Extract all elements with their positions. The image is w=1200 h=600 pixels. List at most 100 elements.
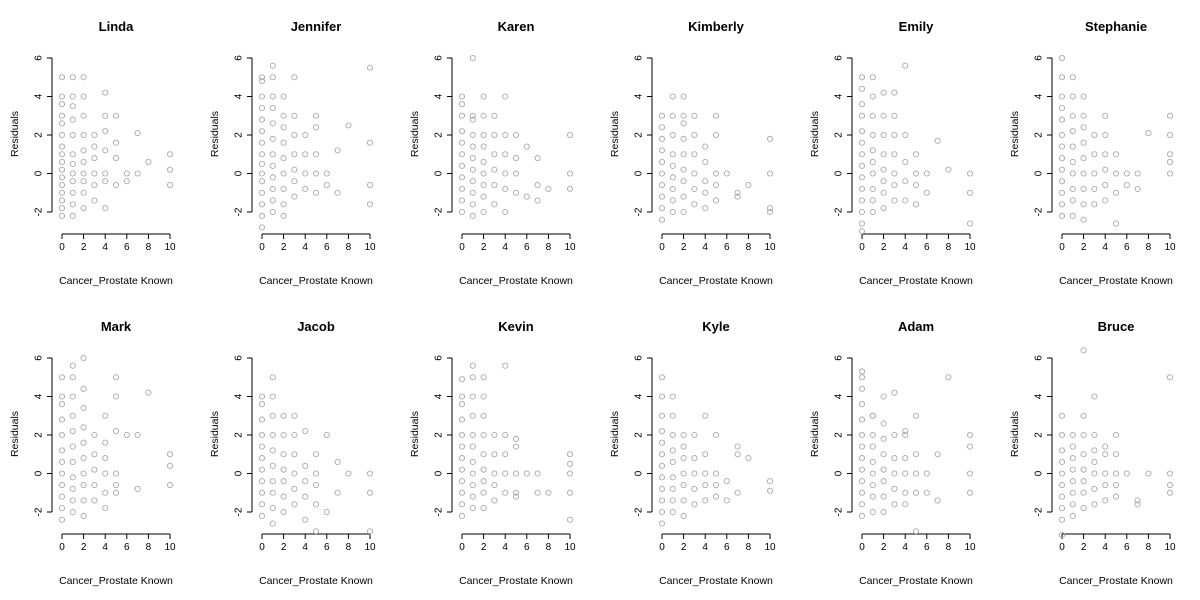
data-point (1166, 131, 1174, 139)
data-point (966, 431, 974, 439)
x-tick-label: 0 (659, 542, 665, 553)
data-point (280, 478, 287, 485)
data-point (858, 478, 866, 485)
data-point (1058, 493, 1066, 500)
data-point (858, 85, 866, 92)
data-point (166, 181, 174, 189)
data-point (669, 412, 676, 419)
x-tick-label: 6 (1124, 542, 1130, 553)
data-point (880, 151, 887, 158)
data-point (291, 451, 298, 458)
data-point (58, 505, 66, 512)
data-point (458, 416, 466, 423)
data-point (280, 508, 287, 516)
data-point (302, 516, 309, 523)
data-point (669, 112, 676, 119)
data-point (80, 455, 87, 462)
data-point (1058, 105, 1066, 112)
data-point (1123, 470, 1130, 477)
data-point (1080, 451, 1087, 458)
data-point (1058, 178, 1066, 185)
data-point (680, 470, 687, 477)
data-point (491, 451, 498, 458)
data-point (1069, 478, 1076, 485)
data-point (502, 431, 509, 439)
data-point (58, 431, 66, 439)
y-tick-label: -2 (634, 507, 645, 516)
x-tick-label: 10 (964, 542, 976, 553)
x-tick-label: 10 (564, 542, 576, 553)
data-point (523, 470, 530, 477)
data-point (1069, 158, 1076, 165)
data-point (923, 470, 930, 477)
x-tick-label: 4 (902, 542, 908, 553)
data-point (658, 374, 666, 381)
data-point (869, 431, 876, 439)
y-tick-label: -2 (34, 207, 45, 216)
data-point (491, 112, 498, 119)
data-point (502, 131, 509, 139)
data-point (891, 151, 898, 158)
data-point (658, 451, 666, 458)
data-point (491, 481, 498, 489)
data-point (891, 501, 898, 508)
data-point (469, 201, 476, 208)
data-point (69, 508, 76, 516)
data-point (1102, 443, 1109, 450)
data-point (269, 62, 276, 69)
data-point (723, 170, 730, 177)
data-point (1069, 197, 1076, 204)
data-point (269, 489, 276, 496)
data-point (302, 462, 309, 469)
data-point (334, 458, 341, 466)
data-point (734, 193, 741, 200)
data-point (966, 220, 974, 227)
data-point (102, 505, 109, 512)
data-point (58, 205, 66, 212)
data-point (80, 93, 87, 100)
data-point (1102, 166, 1109, 173)
data-point (658, 193, 666, 200)
y-tick-label: -2 (234, 507, 245, 516)
data-point (658, 205, 666, 212)
data-point (1112, 470, 1120, 477)
data-point (880, 112, 887, 119)
data-point (534, 155, 541, 162)
x-tick-label: 0 (59, 242, 65, 253)
data-point (691, 501, 698, 508)
data-point (1058, 532, 1066, 539)
y-tick-label: 6 (34, 55, 45, 61)
x-tick-label: 10 (364, 242, 376, 253)
data-point (258, 401, 266, 408)
x-axis-label: Cancer_Prostate Known (659, 575, 773, 587)
y-tick-label: 6 (1034, 355, 1045, 361)
y-tick-label: 6 (434, 355, 445, 361)
x-axis-label: Cancer_Prostate Known (459, 275, 573, 287)
data-point (512, 489, 520, 496)
data-point (1080, 185, 1087, 192)
data-point (502, 208, 509, 216)
data-point (512, 131, 520, 139)
data-point (512, 155, 520, 162)
data-point (1069, 128, 1076, 135)
data-point (102, 170, 109, 177)
data-point (69, 103, 76, 110)
y-tick-label: 2 (434, 432, 445, 438)
data-point (869, 74, 876, 81)
data-point (323, 508, 330, 516)
data-point (458, 197, 466, 204)
y-tick-label: 0 (1034, 470, 1045, 476)
data-point (366, 528, 374, 535)
data-point (80, 439, 87, 446)
data-point (123, 178, 130, 185)
data-point (458, 466, 466, 473)
data-point (80, 112, 87, 119)
panel-jennifer: Jennifer 0 2 4 6 8 10 Cancer_Prostate Known -2 0 2… (209, 19, 376, 287)
data-point (566, 460, 574, 467)
data-point (166, 166, 174, 173)
data-point (891, 131, 898, 139)
data-point (891, 89, 898, 96)
data-point (766, 487, 774, 494)
data-point (366, 181, 374, 189)
data-point (69, 485, 76, 492)
